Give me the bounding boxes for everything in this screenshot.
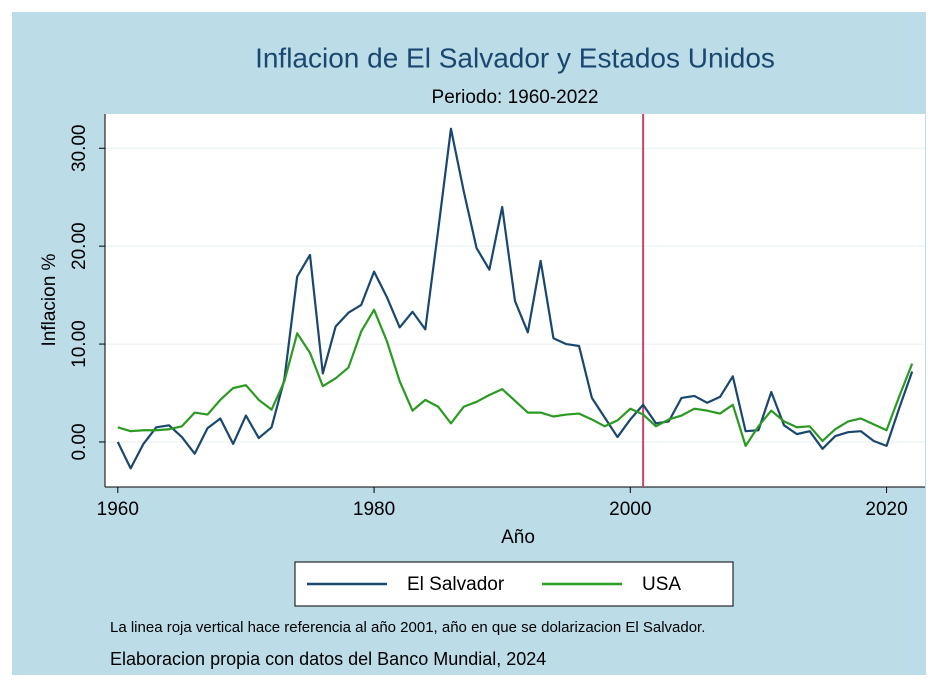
series-line bbox=[117, 308, 914, 447]
x-tick-label: 1980 bbox=[353, 499, 395, 520]
y-tick-label: 0.00 bbox=[69, 423, 90, 460]
y-tick-label: 10.00 bbox=[69, 320, 90, 368]
x-axis-label: Año bbox=[501, 527, 535, 548]
note: Elaboracion propia con datos del Banco M… bbox=[110, 649, 546, 669]
y-tick-label: 30.00 bbox=[69, 124, 90, 172]
x-tick-label: 2020 bbox=[865, 499, 907, 520]
legend-label: USA bbox=[642, 574, 681, 595]
chart-title: Inflacion de El Salvador y Estados Unido… bbox=[255, 42, 775, 73]
chart-subtitle: Periodo: 1960-2022 bbox=[432, 87, 599, 108]
x-tick-label: 2000 bbox=[609, 499, 651, 520]
x-tick-label: 1960 bbox=[97, 499, 139, 520]
y-axis-label: Inflacion % bbox=[39, 253, 60, 346]
y-tick-label: 20.00 bbox=[69, 222, 90, 270]
series-line bbox=[116, 127, 914, 470]
legend-label: El Salvador bbox=[407, 574, 505, 595]
note: La linea roja vertical hace referencia a… bbox=[110, 619, 705, 636]
